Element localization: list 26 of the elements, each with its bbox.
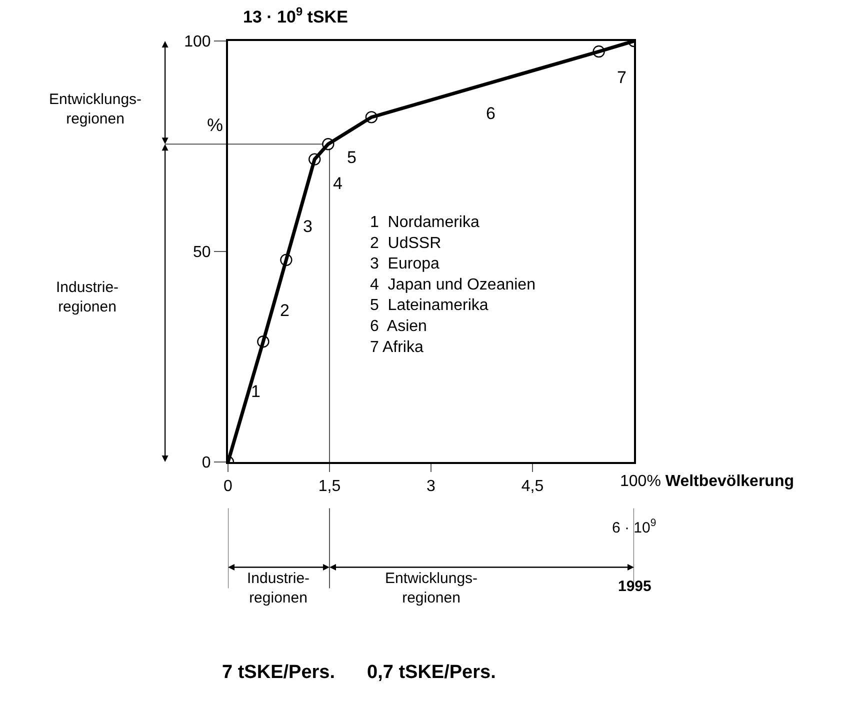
y-tick-label: 50 [193,244,211,262]
annotation: 6 [486,104,496,123]
y-axis-title: % [207,115,224,135]
annotation: 3 [303,217,312,236]
annotation: 1 [251,382,260,401]
x-tick-label: 1,5 [318,478,341,496]
text: 7 tSKE/Pers. [222,662,335,683]
annotation: 4 [333,174,342,193]
x-tick-label: 3 [426,478,436,496]
annotation: 7 [617,68,626,87]
text: Industrie- regionen [56,279,119,316]
annotation: 5 [347,148,356,167]
x-tick-label: 4,5 [521,478,544,496]
annotation: 2 [280,301,290,320]
y-tick-label: 0 [202,454,211,472]
text: 0,7 tSKE/Pers. [367,662,496,683]
chart-title: 13 · 10$^{9}$ tSKE [243,4,348,26]
annotation: 1 Nordamerika 2 UdSSR 3 Europa 4 Japan und Ozeanien 5 Lateinamerika 6 Asien 7 Afrika [370,214,536,356]
text: 1995 [618,578,652,595]
text: Industrie- regionen [247,570,310,606]
x-tick-label: 0 [224,478,233,496]
y-tick-label: 100 [184,34,211,51]
text: Entwicklungs- regionen [49,91,142,128]
x-axis-title: 100% Weltbevölkerung [620,473,794,490]
text: Entwicklungs- regionen [385,570,478,606]
text: 6 · 10$^{9}$ [612,517,656,536]
